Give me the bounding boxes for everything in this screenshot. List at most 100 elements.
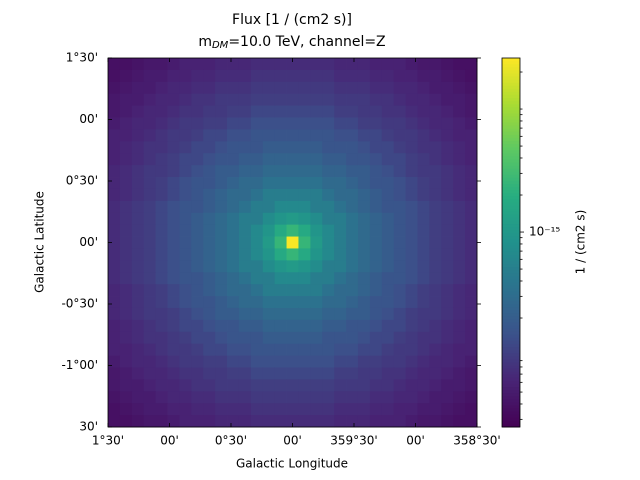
heatmap-cell (322, 260, 335, 273)
heatmap-cell (441, 367, 454, 380)
subtitle-part: =10.0 TeV, channel=Z (228, 34, 385, 50)
heatmap-cell (108, 200, 121, 214)
colorbar-swatch (502, 304, 520, 308)
heatmap-cell (143, 331, 157, 345)
heatmap-cell (215, 105, 228, 118)
heatmap-cell (417, 105, 430, 118)
heatmap-cell (262, 415, 276, 428)
colorbar-swatch (502, 128, 520, 133)
heatmap-cell (274, 319, 287, 333)
heatmap-cell (155, 355, 168, 368)
heatmap-cell (357, 379, 371, 392)
heatmap-cell (357, 81, 371, 95)
heatmap-cell (369, 224, 383, 237)
heatmap-cell (405, 58, 418, 71)
heatmap-cell (357, 343, 371, 356)
heatmap-cell (381, 331, 395, 345)
heatmap-cell (227, 141, 240, 154)
heatmap-cell (131, 153, 145, 166)
heatmap-cell (227, 272, 240, 285)
heatmap-cell (465, 129, 478, 142)
heatmap-cell (143, 355, 157, 368)
heatmap-cell (453, 69, 466, 83)
heatmap-cell (357, 69, 371, 83)
heatmap-cell (238, 331, 252, 345)
heatmap-cell (405, 236, 418, 249)
heatmap-cell (298, 117, 311, 130)
heatmap-cell (215, 58, 228, 71)
heatmap-cell (227, 284, 240, 297)
heatmap-cell (262, 165, 276, 178)
heatmap-cell (429, 212, 442, 226)
heatmap-cell (346, 93, 359, 107)
heatmap-cell (393, 319, 406, 333)
heatmap-cell (286, 200, 299, 214)
heatmap-cell (381, 367, 395, 380)
heatmap-cell (417, 117, 430, 130)
heatmap-cell (155, 81, 168, 95)
heatmap-cell (167, 296, 180, 309)
x-tick-label: 1°30' (92, 434, 124, 448)
heatmap-cell (298, 236, 311, 249)
heatmap-cell (286, 260, 299, 273)
heatmap-cell (393, 307, 406, 321)
heatmap-cell (167, 129, 180, 142)
heatmap-cell (179, 415, 192, 428)
heatmap-cell (429, 379, 442, 392)
heatmap-cell (417, 391, 430, 404)
heatmap-cell (465, 69, 478, 83)
heatmap-cell (179, 331, 192, 345)
heatmap-cell (143, 224, 157, 237)
heatmap-cell (179, 117, 192, 130)
heatmap-cell (250, 319, 264, 333)
heatmap-cell (417, 58, 430, 71)
heatmap-cell (369, 260, 383, 273)
heatmap-cell (274, 284, 287, 297)
colorbar-swatch (502, 196, 520, 200)
heatmap-cell (119, 367, 133, 380)
heatmap-cell (274, 200, 287, 214)
heatmap-cell (298, 379, 311, 392)
y-tick-label: 0°30' (66, 174, 98, 188)
heatmap-cell (119, 153, 133, 166)
colorbar-swatch (502, 208, 520, 213)
heatmap-cell (155, 296, 168, 309)
heatmap-cell (453, 331, 466, 345)
heatmap-cell (143, 153, 157, 166)
heatmap-cell (203, 81, 216, 95)
heatmap-cell (441, 343, 454, 356)
heatmap-cell (334, 153, 347, 166)
heatmap-cell (238, 224, 252, 237)
heatmap-cell (381, 224, 395, 237)
heatmap-cell (119, 248, 133, 261)
heatmap-cell (405, 284, 418, 297)
heatmap-cell (334, 331, 347, 345)
heatmap-cell (203, 200, 216, 214)
heatmap-cell (322, 307, 335, 321)
heatmap-cell (119, 236, 133, 249)
heatmap-cell (274, 129, 287, 142)
heatmap-cell (346, 391, 359, 404)
colorbar-swatch (502, 122, 520, 127)
heatmap-cell (441, 69, 454, 83)
heatmap-cell (310, 331, 323, 345)
heatmap-cell (179, 379, 192, 392)
subtitle-part: m (198, 34, 212, 50)
heatmap-cell (334, 200, 347, 214)
heatmap-cell (143, 69, 157, 83)
heatmap-cell (369, 355, 383, 368)
heatmap-cell (108, 58, 121, 71)
heatmap-cell (334, 177, 347, 190)
colorbar-swatch (502, 156, 520, 160)
colorbar-swatch (502, 356, 520, 360)
heatmap-cell (227, 307, 240, 321)
heatmap-cell (215, 188, 228, 202)
colorbar-swatch (502, 110, 520, 114)
heatmap-cell (191, 248, 204, 261)
heatmap-cell (215, 296, 228, 309)
heatmap-cell (179, 355, 192, 368)
heatmap-cell (465, 93, 478, 107)
heatmap-cell (346, 355, 359, 368)
heatmap-cell (441, 81, 454, 95)
